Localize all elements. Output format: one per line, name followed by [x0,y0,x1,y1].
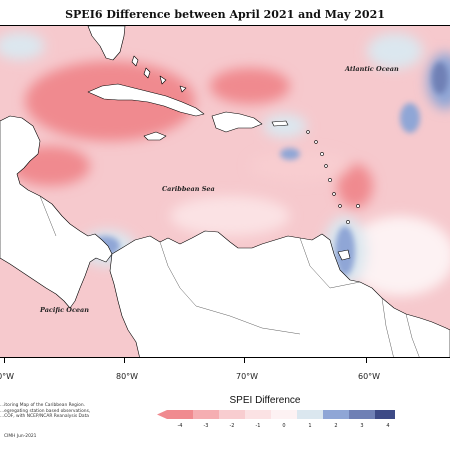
lon-label-80w: 80°W [116,372,139,381]
deep-red-region-gulf [25,61,195,141]
bahamas-island-2 [143,67,151,79]
colorbar-ticks: -4 -3 -2 -1 0 1 2 3 4 [178,423,390,429]
puerto-rico-land [271,120,289,127]
blue-core-atlantic [400,103,420,133]
colorbar-tick-label: 4 [386,423,389,429]
colorbar-tick-label: 1 [308,423,311,429]
bahamas-island-3 [159,75,167,85]
lon-tick-60w [366,358,367,363]
cuba-land [87,83,205,117]
lon-tick-70w [244,358,245,363]
colorbar-swatch [323,410,349,419]
colorbar-boxes [157,410,395,419]
blue-core-far-east [432,62,448,94]
credit-text: ...itoring Map of the Caribbean Region. … [0,403,150,420]
lon-label-60w: 60°W [358,372,381,381]
atlantic-ocean-label: Atlantic Ocean [344,65,399,73]
antilles-island-1 [306,130,310,134]
light-blue-region-mid [263,114,307,138]
land-masses [0,26,450,357]
border-line-6 [39,195,57,237]
antilles-island-3 [320,152,324,156]
colorbar-tick-label: -3 [204,423,209,429]
central-america-land [0,115,113,309]
bahamas-island-4 [179,85,187,93]
antilles-island-4 [324,164,328,168]
border-line-3 [299,237,361,289]
date-stamp: CIMH Jun-2021 [4,434,37,439]
colorbar-tick-label: 2 [334,423,337,429]
lon-tick-90w [4,358,5,363]
hispaniola-land [211,111,263,133]
colorbar-tick-label: -2 [230,423,235,429]
colorbar-tick-label: 0 [282,423,285,429]
antilles-island-2 [314,140,318,144]
colorbar-tick-label: -1 [256,423,261,429]
credit-line-2: ...egregating station based observations… [0,408,91,414]
barbados-island [356,204,360,208]
deep-red-region-east [337,164,373,208]
legend-title: SPEI Difference [229,395,301,406]
pale-region-southeast [345,216,450,296]
colorbar-left-arrow [157,410,167,419]
colorbar-swatch [297,410,323,419]
colorbar-swatch [219,410,245,419]
light-pink-region [250,151,350,181]
lon-tick-80w [124,358,125,363]
caribbean-sea-label: Caribbean Sea [162,185,215,193]
colorbar-swatch [271,410,297,419]
antilles-island-7 [338,204,342,208]
lon-label-90w: 90°W [0,372,15,381]
colorbar-swatch [375,410,395,419]
border-line-2 [195,305,301,335]
pale-region-central [170,196,290,236]
trinidad-land [337,249,351,261]
country-borders [39,195,420,357]
lon-label-70w: 70°W [236,372,259,381]
antilles-island-5 [328,178,332,182]
south-america-land [109,230,450,357]
border-line-4 [381,297,394,357]
bahamas-island-1 [131,55,139,67]
credit-line-1: ...itoring Map of the Caribbean Region. [0,403,86,408]
deep-red-region-north [210,68,290,104]
florida-land [87,26,126,61]
antilles-island-6 [332,192,336,196]
colorbar-swatch [193,410,219,419]
colorbar-swatch [349,410,375,419]
light-blue-region-nw [0,32,45,60]
light-blue-region-ne [367,33,423,69]
antilles-island-8 [346,220,350,224]
blue-core-antilles [280,148,300,160]
jamaica-land [143,131,167,141]
colorbar-tick-label: -4 [178,423,183,429]
border-line-1 [159,241,197,307]
credit-line-3: ...COF, with NCEP/NCAR Reanalysis Data [0,414,89,420]
colorbar-swatch [245,410,271,419]
map-panel: Atlantic Ocean Caribbean Sea Pacific Oce… [0,25,450,358]
map-title: SPEI6 Difference between April 2021 and … [65,8,385,21]
pacific-ocean-label: Pacific Ocean [39,306,89,314]
border-line-5 [405,313,420,357]
colorbar-tick-label: 3 [360,423,363,429]
colorbar: -4 -3 -2 -1 0 1 2 3 4 [157,410,395,429]
spei-map: Atlantic Ocean Caribbean Sea Pacific Oce… [0,26,450,357]
colorbar-swatch [167,410,193,419]
